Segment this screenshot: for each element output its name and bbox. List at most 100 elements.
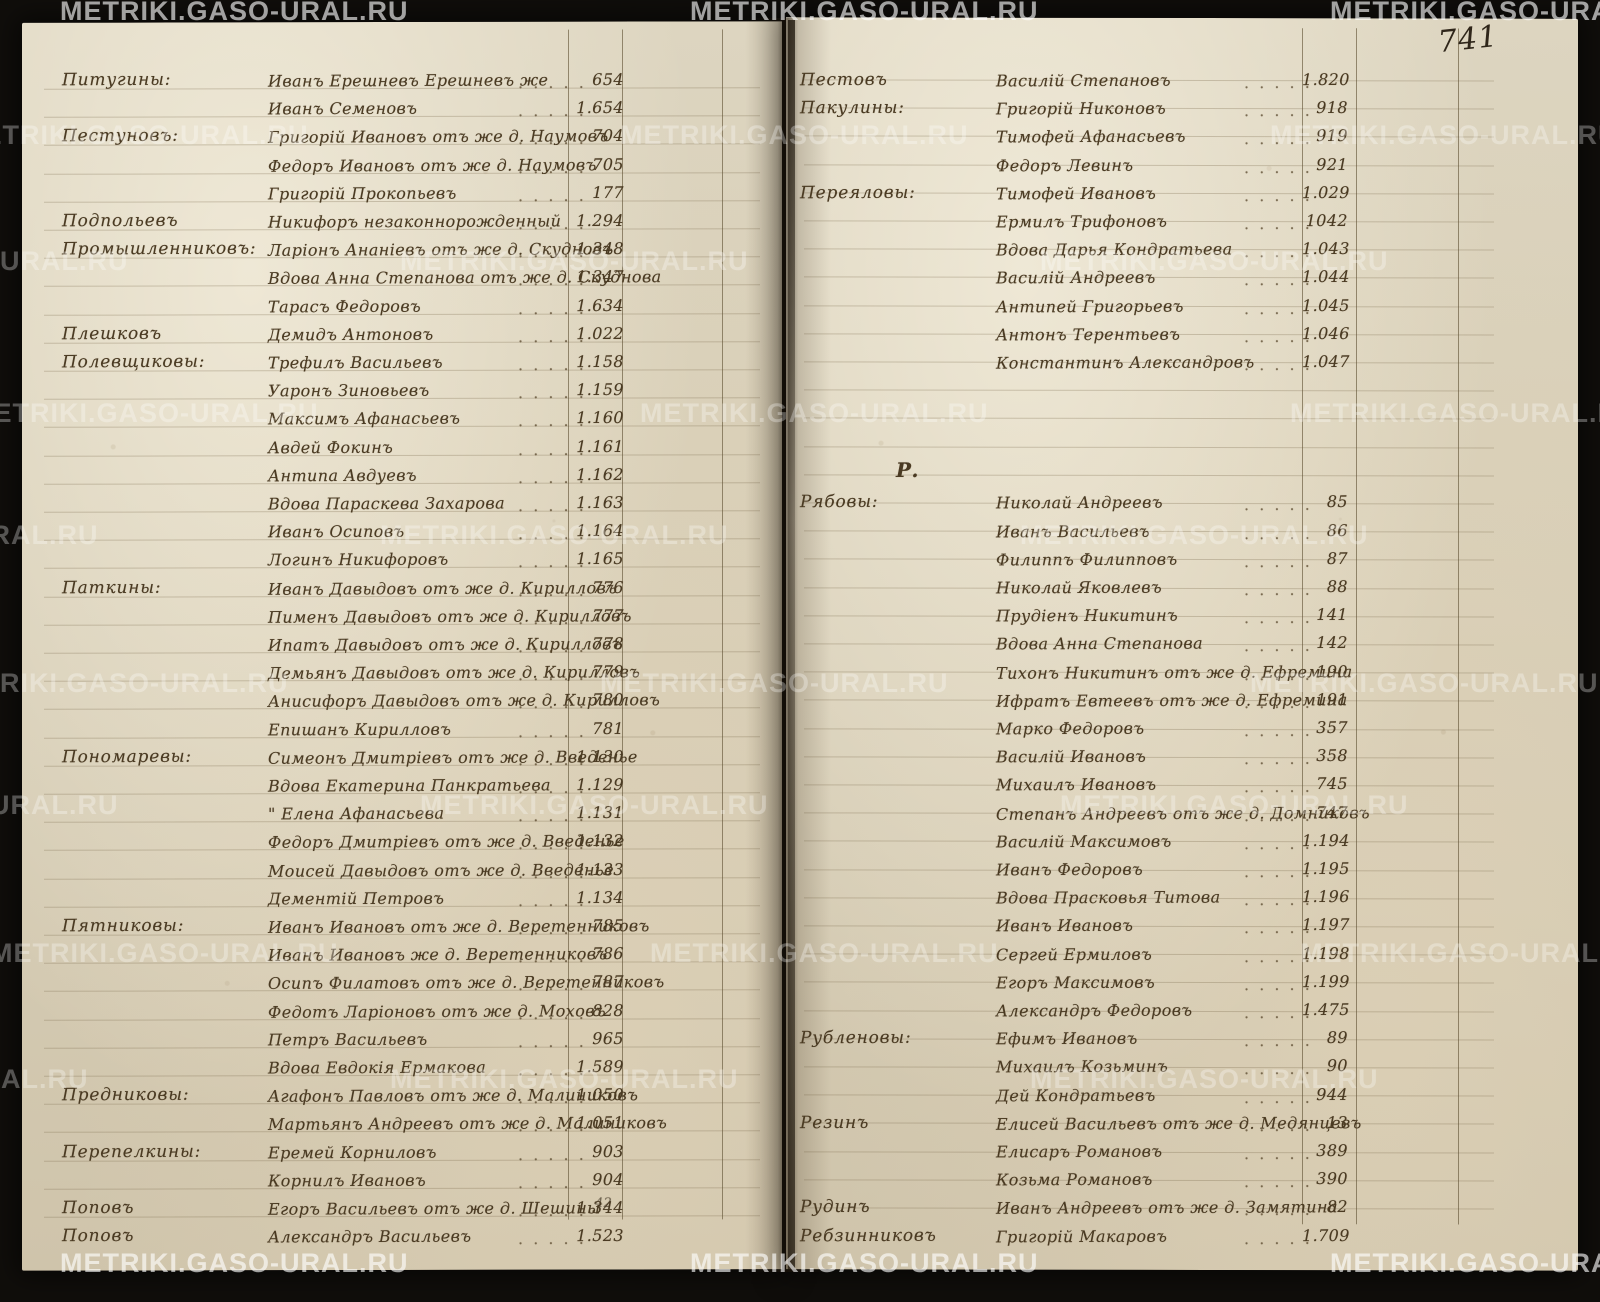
record-number: 1.022: [576, 323, 625, 343]
record-number: 1.348: [576, 239, 625, 259]
record-number: 1.195: [1301, 858, 1350, 879]
given-name-entry: Василій Андреевъ: [995, 268, 1156, 288]
rule-line: [804, 925, 1494, 928]
section-letter-heading: Р.: [895, 458, 919, 483]
record-number: 1.194: [1301, 830, 1350, 850]
given-name-entry: Иванъ Федоровъ: [995, 859, 1144, 880]
surname-label: Промышленниковъ:: [61, 238, 257, 260]
record-number: 1.654: [576, 98, 625, 118]
given-name-entry: Дей Кондратьевъ: [995, 1085, 1156, 1105]
record-number: 1.044: [1301, 267, 1350, 287]
record-number: 1.045: [1301, 295, 1350, 315]
surname-label: Подпольевъ: [61, 210, 179, 232]
surname-label: Ребзинниковъ: [799, 1225, 937, 1246]
given-name-entry: Елисаръ Романовъ: [995, 1141, 1163, 1162]
surname-label: Пестовъ: [799, 69, 888, 91]
record-number: 1.163: [576, 492, 625, 513]
record-number: 776: [592, 577, 625, 597]
rule-line: [804, 756, 1494, 759]
surname-label: Рубленовы:: [799, 1027, 912, 1049]
given-name-entry: Василій Степановъ: [995, 70, 1171, 91]
record-number: 1.133: [576, 859, 625, 879]
record-number: 781: [592, 718, 625, 738]
given-name-entry: Антонъ Терентьевъ: [995, 324, 1181, 345]
record-number: 1.129: [576, 774, 625, 795]
record-number: 919: [1316, 126, 1349, 146]
record-number: 1.164: [576, 521, 625, 541]
given-name-entry: Михаилъ Козьминъ: [995, 1057, 1169, 1077]
surname-label: Поповъ: [61, 1197, 135, 1219]
record-number: 1.130: [576, 746, 625, 766]
record-number: 1.158: [576, 351, 625, 372]
surname-label: Рудинъ: [799, 1197, 871, 1218]
record-number: 141: [1316, 605, 1349, 625]
rule-line: [804, 389, 1494, 392]
record-number: 389: [1316, 1140, 1349, 1161]
given-name-entry: Ермилъ Трифоновъ: [995, 211, 1168, 232]
record-number: 787: [592, 972, 625, 992]
given-name-entry: " Елена Афанасьева: [267, 803, 445, 824]
rule-line: [804, 868, 1494, 872]
record-number: 778: [592, 633, 625, 654]
surname-label: Питугины:: [61, 69, 172, 91]
record-number: 190: [1316, 661, 1349, 681]
record-number: 1042: [1305, 210, 1349, 231]
given-name-entry: Сергей Ермиловъ: [995, 944, 1153, 964]
given-name-entry: Вдова Параскева Захарова: [267, 493, 506, 514]
surname-label: Предниковы:: [61, 1084, 190, 1106]
record-number: 1.709: [1301, 1225, 1350, 1245]
given-name-entry: Иванъ Семеновъ: [267, 98, 418, 119]
given-name-entry: Василій Максимовъ: [995, 831, 1172, 852]
surname-label: Пакулины:: [799, 97, 905, 119]
record-number: 358: [1316, 746, 1349, 766]
record-number: 704: [592, 126, 625, 146]
record-number: 357: [1316, 717, 1349, 738]
record-number: 965: [592, 1028, 625, 1048]
given-name-entry: Антипей Григорьевъ: [995, 296, 1184, 317]
record-number: 88: [1326, 576, 1349, 596]
record-number: 918: [1316, 98, 1349, 118]
given-name-entry: Тимофей Ивановъ: [995, 183, 1157, 204]
record-number: 777: [592, 605, 625, 625]
given-name-entry: Вдова Екатерина Панкратьева: [267, 775, 552, 796]
record-number: 944: [1316, 1084, 1349, 1104]
column-rule-right-b: [1356, 28, 1357, 1225]
given-name-entry: Григорій Макаровъ: [995, 1226, 1168, 1246]
surname-label: Переяловы:: [799, 182, 916, 204]
record-number: 13: [1326, 1112, 1349, 1132]
given-name-entry: Прудіенъ Никитинъ: [995, 605, 1179, 626]
given-name-entry: Уаронъ Зиновьевъ: [267, 380, 430, 401]
record-number: 89: [1326, 1028, 1349, 1048]
given-name-entry: Еремей Корниловъ: [267, 1142, 437, 1162]
record-number: 1.196: [1301, 887, 1350, 907]
given-name-entry: Александръ Васильевъ: [267, 1226, 472, 1247]
surname-label: Резинъ: [799, 1112, 870, 1133]
record-number: 1.047: [1301, 351, 1350, 372]
given-name-entry: Корнилъ Ивановъ: [267, 1170, 427, 1191]
record-number: 1.344: [576, 1197, 625, 1218]
given-name-entry: Епишанъ Кирилловъ: [267, 719, 452, 739]
record-number: 1.197: [1301, 915, 1350, 935]
record-number: 1.634: [576, 295, 625, 315]
record-number: 1.523: [576, 1226, 625, 1246]
record-number: 1.029: [1301, 182, 1350, 202]
record-number: 1.589: [576, 1056, 625, 1077]
given-name-entry: Егоръ Максимовъ: [995, 972, 1156, 993]
given-name-entry: Тимофей Афанасьевъ: [995, 126, 1186, 147]
given-name-entry: Александръ Федоровъ: [995, 1000, 1193, 1021]
given-name-entry: Максимъ Афанасьевъ: [267, 408, 461, 429]
surname-label: Полевщиковы:: [61, 351, 206, 373]
given-name-entry: Трефилъ Васильевъ: [267, 352, 443, 373]
surname-label: Перепелкины:: [61, 1141, 202, 1162]
record-number: 191: [1316, 689, 1349, 709]
given-name-entry: Вдова Дарья Кондратьева: [995, 239, 1233, 260]
given-name-entry: Козьма Романовъ: [995, 1169, 1153, 1190]
record-number: 87: [1326, 548, 1349, 568]
folio-number: 741: [1436, 18, 1500, 61]
record-number: 1.161: [576, 436, 625, 456]
rule-line: [804, 445, 1494, 449]
record-number: 90: [1326, 1056, 1349, 1076]
given-name-entry: Василій Ивановъ: [995, 746, 1147, 767]
given-name-entry: Михаилъ Ивановъ: [995, 775, 1157, 795]
